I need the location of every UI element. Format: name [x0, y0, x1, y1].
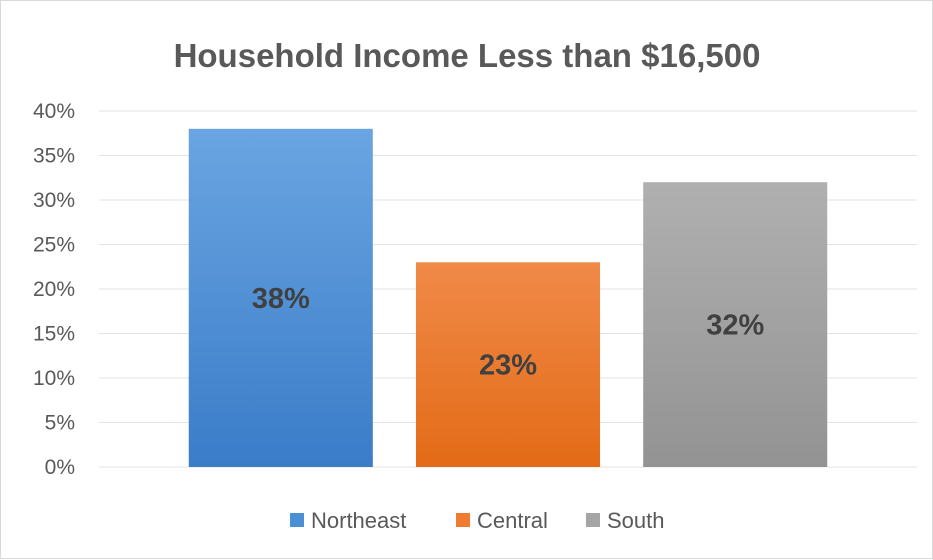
legend-label-central: Central — [477, 508, 548, 533]
data-label-south: 32% — [706, 310, 764, 342]
legend-swatch-central — [456, 513, 470, 527]
y-axis-ticks: 0% 5% 10% 15% 20% 25% 30% 35% 40% — [33, 100, 75, 479]
y-tick-label: 40% — [33, 100, 75, 123]
y-tick-label: 0% — [45, 456, 75, 479]
bar-northeast — [188, 128, 373, 468]
legend: Northeast Central South — [290, 508, 665, 533]
y-tick-label: 15% — [33, 323, 75, 346]
data-labels: 38% 23% 32% — [252, 283, 765, 382]
y-tick-label: 30% — [33, 189, 75, 212]
legend-label-northeast: Northeast — [311, 508, 406, 533]
chart-title: Household Income Less than $16,500 — [174, 37, 761, 74]
legend-swatch-south — [586, 513, 600, 527]
legend-swatch-northeast — [290, 513, 304, 527]
y-tick-label: 35% — [33, 145, 75, 168]
data-label-northeast: 38% — [252, 283, 310, 315]
y-tick-label: 5% — [45, 412, 75, 435]
data-label-central: 23% — [479, 350, 537, 382]
bars — [188, 128, 828, 468]
y-tick-label: 10% — [33, 367, 75, 390]
bar-south — [643, 182, 828, 467]
bar-central — [415, 262, 601, 467]
legend-label-south: South — [607, 508, 665, 533]
y-tick-label: 25% — [33, 234, 75, 257]
y-tick-label: 20% — [33, 278, 75, 301]
